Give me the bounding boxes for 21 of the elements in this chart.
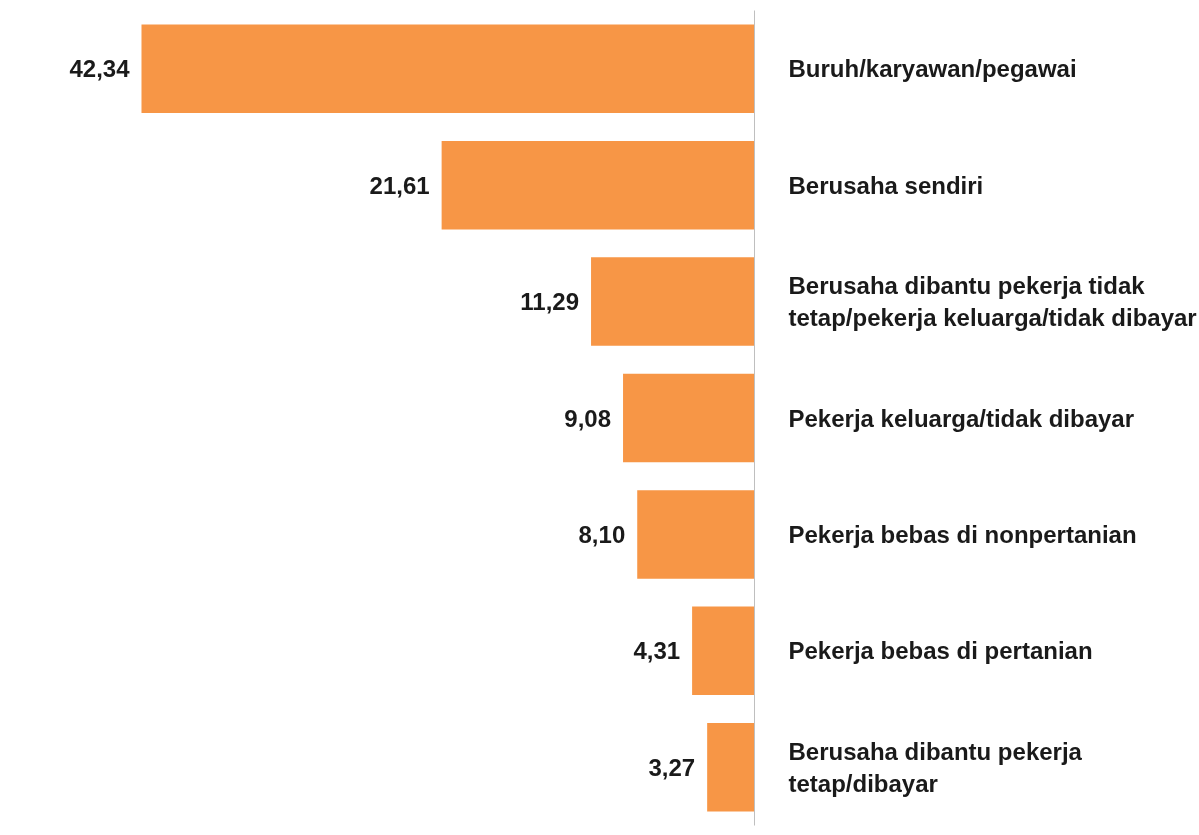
y-tick-label: Berusaha dibantu pekerja tidak tetap/pekerja keluarga/tidak dibayar — [788, 271, 1197, 332]
bar — [637, 490, 755, 579]
bar — [441, 140, 755, 230]
data-label: 9,08 — [564, 404, 612, 432]
bar — [141, 24, 755, 113]
bar — [623, 373, 755, 463]
y-tick-label: Berusaha sendiri — [788, 171, 984, 199]
data-label: 42,34 — [69, 55, 131, 83]
bar — [692, 606, 755, 696]
data-label: 8,10 — [578, 520, 626, 548]
bar — [707, 723, 755, 812]
y-tick-label: Buruh/karyawan/pegawai — [788, 55, 1077, 83]
y-tick-label: Pekerja keluarga/tidak dibayar — [788, 404, 1135, 432]
data-label: 21,61 — [369, 171, 430, 199]
bar — [591, 257, 755, 346]
data-label: 3,27 — [648, 753, 696, 781]
data-label: 4,31 — [633, 637, 681, 665]
y-tick-label: Pekerja bebas di nonpertanian — [788, 520, 1137, 548]
y-tick-label: Berusaha dibantu pekerja tetap/dibayar — [788, 737, 1083, 797]
y-tick-label: Pekerja bebas di pertanian — [788, 637, 1093, 665]
data-label: 11,29 — [520, 288, 580, 316]
